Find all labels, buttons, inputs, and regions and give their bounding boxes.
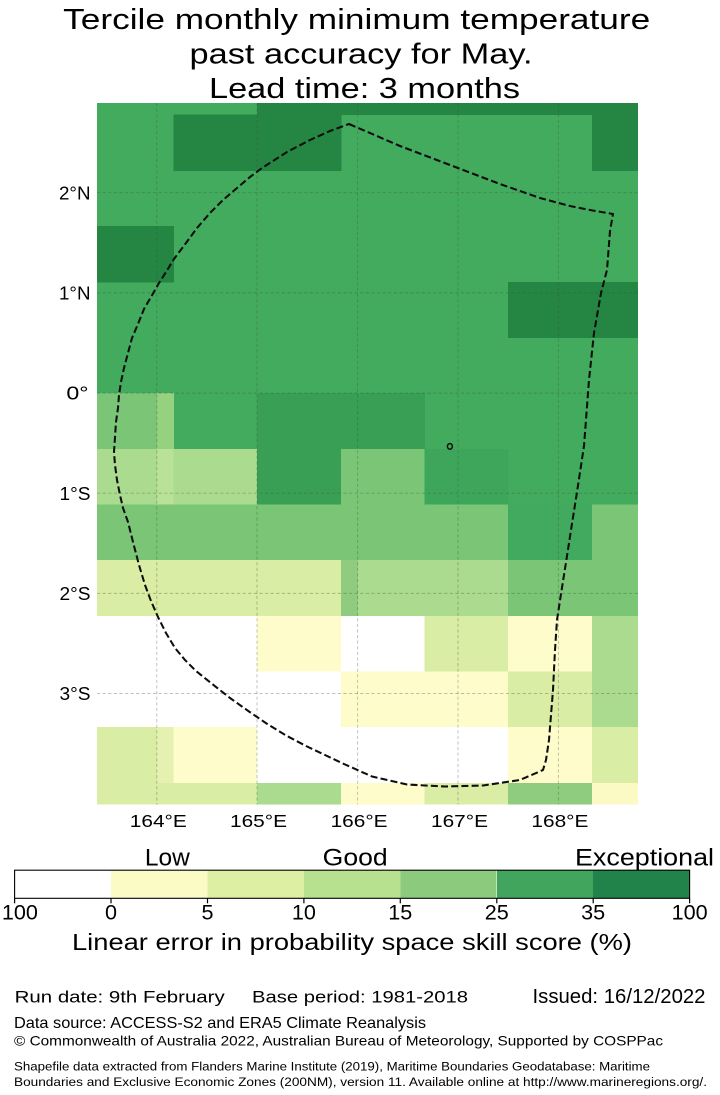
svg-text:15: 15 [388, 900, 412, 925]
svg-text:2°S: 2°S [60, 584, 91, 604]
svg-text:0: 0 [105, 900, 117, 925]
svg-text:Run date: 9th February: Run date: 9th February [15, 989, 226, 1007]
svg-text:5: 5 [201, 900, 213, 925]
svg-text:164°E: 164°E [130, 811, 187, 831]
svg-text:100: 100 [672, 900, 708, 925]
svg-text:Linear error in probability sp: Linear error in probability space skill … [72, 929, 632, 955]
svg-text:Shapefile data extracted from: Shapefile data extracted from Flanders M… [14, 1060, 650, 1074]
svg-text:0°: 0° [66, 384, 88, 404]
svg-text:165°E: 165°E [230, 811, 287, 831]
svg-text:Data source: ACCESS-S2 and ERA: Data source: ACCESS-S2 and ERA5 Climate … [14, 1015, 426, 1032]
svg-text:1°N: 1°N [59, 284, 91, 304]
svg-text:35: 35 [581, 900, 605, 925]
svg-text:2°N: 2°N [59, 183, 91, 203]
svg-text:Base period: 1981-2018: Base period: 1981-2018 [252, 989, 468, 1007]
svg-text:Exceptional: Exceptional [575, 845, 714, 872]
svg-text:166°E: 166°E [331, 811, 388, 831]
svg-text:past accuracy for May.: past accuracy for May. [190, 39, 533, 71]
svg-text:Boundaries and Exclusive Econo: Boundaries and Exclusive Economic Zones … [14, 1075, 707, 1089]
svg-text:25: 25 [485, 900, 509, 925]
svg-text:10: 10 [292, 900, 316, 925]
svg-text:1°S: 1°S [60, 484, 91, 504]
svg-text:© Commonwealth of Australia 20: © Commonwealth of Australia 2022, Austra… [14, 1034, 663, 1049]
svg-text:167°E: 167°E [431, 811, 488, 831]
svg-text:Lead time: 3 months: Lead time: 3 months [209, 73, 520, 105]
svg-text:Issued: 16/12/2022: Issued: 16/12/2022 [533, 986, 706, 1008]
svg-text:Tercile monthly minimum temper: Tercile monthly minimum temperature [63, 4, 650, 36]
svg-text:Good: Good [323, 845, 388, 872]
svg-text:100: 100 [2, 900, 38, 925]
svg-text:168°E: 168°E [531, 811, 588, 831]
svg-text:3°S: 3°S [60, 684, 91, 704]
svg-text:Low: Low [145, 845, 190, 872]
